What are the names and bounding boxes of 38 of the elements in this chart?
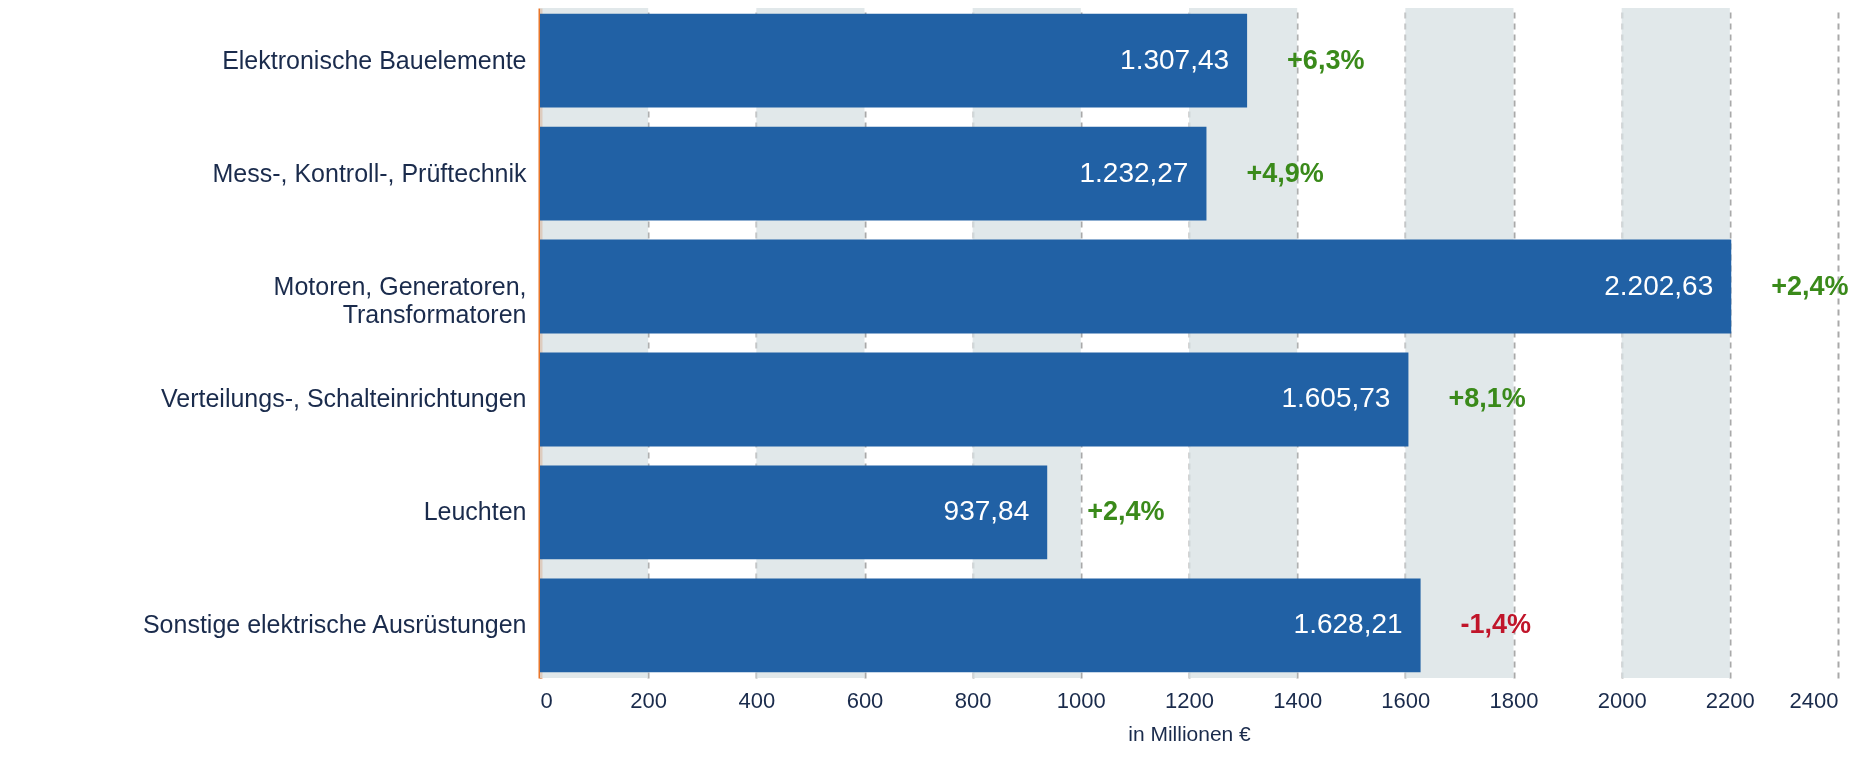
annotation: +4,9%	[1246, 157, 1324, 188]
x-axis-title: in Millionen €	[1128, 721, 1252, 745]
y-tick-label: Motoren, Generatoren, Transformatoren	[273, 271, 527, 328]
annotation: -1,4%	[1460, 609, 1532, 640]
x-tick-label: 2400	[1789, 687, 1839, 713]
y-tick-label: Verteilungs-, Schalteinrichtungen	[160, 384, 527, 413]
x-tick-label: 1400	[1273, 687, 1323, 713]
data-label: 1.232,27	[1079, 156, 1189, 188]
annotation: +6,3%	[1287, 44, 1365, 75]
x-tick-label: 800	[954, 687, 992, 713]
x-tick-label: 200	[630, 687, 668, 713]
x-tick-label: 1000	[1056, 687, 1106, 713]
x-tick-label: 600	[846, 687, 884, 713]
x-tick-label: 2000	[1597, 687, 1647, 713]
annotation: +2,4%	[1771, 270, 1849, 301]
bar	[540, 13, 1248, 108]
x-tick-label: 1600	[1381, 687, 1431, 713]
x-tick-label: 1800	[1489, 687, 1539, 713]
bar	[540, 465, 1048, 560]
x-tick-label: 0	[540, 687, 553, 713]
y-tick-label: Elektronische Bauelemente	[222, 45, 527, 74]
x-tick-label: 2200	[1705, 687, 1755, 713]
bar	[540, 352, 1409, 447]
data-label: 2.202,63	[1604, 269, 1714, 301]
bar	[540, 239, 1732, 334]
annotation: +2,4%	[1087, 496, 1165, 527]
x-tick-label: 400	[738, 687, 776, 713]
y-tick-label: Sonstige elektrische Ausrüstungen	[142, 610, 527, 639]
x-tick-label: 1200	[1165, 687, 1214, 713]
data-label: 937,84	[943, 495, 1030, 527]
data-label: 1.605,73	[1281, 382, 1391, 414]
y-tick-label: Mess-, Kontroll-, Prüftechnik	[212, 158, 527, 187]
data-label: 1.628,21	[1293, 608, 1403, 640]
annotation: +8,1%	[1448, 383, 1526, 414]
bar	[540, 578, 1421, 673]
y-tick-label: Leuchten	[423, 497, 527, 526]
data-label: 1.307,43	[1120, 43, 1230, 75]
bar	[540, 126, 1207, 221]
